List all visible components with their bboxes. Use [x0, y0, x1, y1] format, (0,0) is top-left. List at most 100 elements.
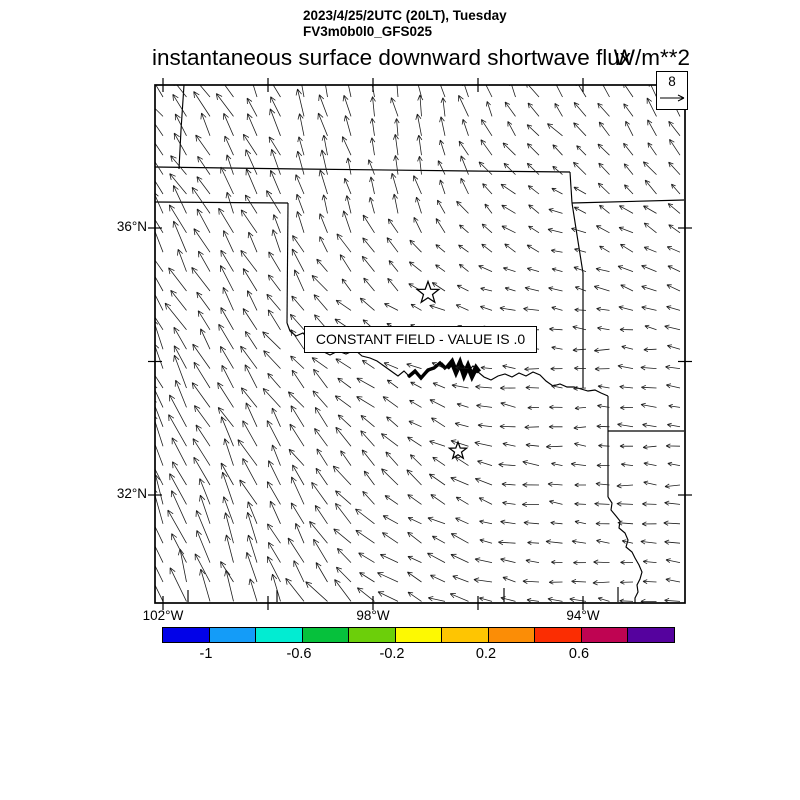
lake-outline	[406, 360, 448, 381]
wind-arrow	[551, 187, 563, 195]
wind-arrow	[318, 169, 328, 195]
wind-arrow	[174, 379, 187, 408]
wind-arrow	[617, 364, 634, 370]
wind-arrow	[334, 395, 352, 408]
wind-arrow	[193, 361, 211, 389]
wind-arrow	[667, 203, 681, 214]
wind-arrow	[462, 85, 469, 98]
wind-arrow	[245, 149, 258, 175]
wind-arrow	[501, 225, 516, 234]
wind-arrow	[285, 577, 305, 602]
wind-arrow	[642, 161, 657, 175]
wind-arrow	[356, 587, 375, 602]
wind-arrow	[547, 597, 563, 602]
wind-arrow	[287, 537, 305, 563]
wind-arrow	[458, 140, 469, 156]
wind-arrow	[440, 85, 446, 98]
wind-arrow	[665, 443, 681, 449]
colorbar-segment	[301, 627, 350, 643]
wind-vector-field	[155, 85, 681, 603]
wind-arrow	[507, 121, 516, 136]
wind-arrow	[368, 196, 375, 214]
wind-arrow	[191, 186, 211, 214]
wind-arrow	[369, 176, 375, 195]
wind-arrow	[225, 191, 234, 214]
wind-arrow	[527, 405, 540, 410]
wind-arrow	[396, 85, 399, 98]
wind-arrow	[192, 343, 211, 369]
wind-arrow	[595, 521, 610, 527]
wind-arrow	[439, 179, 446, 195]
wind-arrow	[170, 289, 187, 311]
wind-arrow	[197, 155, 211, 175]
wind-arrow	[647, 119, 657, 136]
wind-arrow	[393, 155, 399, 175]
wind-arrow	[455, 304, 469, 311]
wind-arrow	[252, 85, 258, 98]
wind-arrow	[618, 305, 634, 311]
wind-arrow	[500, 596, 516, 602]
wind-arrow	[593, 285, 610, 292]
wind-arrow	[620, 243, 634, 253]
wind-arrow	[343, 177, 352, 195]
wind-arrow	[647, 142, 657, 156]
wind-arrow	[597, 102, 610, 117]
wind-arrow	[407, 531, 422, 544]
wind-arrow	[450, 439, 469, 447]
wind-arrow	[311, 481, 328, 505]
wind-arrow	[474, 557, 493, 563]
wind-arrow	[155, 138, 164, 156]
wind-arrow	[663, 520, 681, 526]
wind-arrow	[223, 230, 234, 253]
wind-arrow	[319, 236, 328, 253]
wind-arrow	[595, 481, 610, 487]
wind-arrow	[342, 210, 352, 233]
wind-arrow	[664, 539, 681, 545]
wind-arrow	[407, 555, 422, 563]
wind-arrow	[475, 384, 493, 390]
wind-arrow	[409, 454, 422, 466]
wind-arrow	[643, 222, 657, 234]
wind-arrow	[385, 451, 399, 466]
wind-arrow	[361, 359, 375, 369]
wind-arrow	[221, 471, 234, 505]
wind-arrow	[522, 501, 540, 508]
lat-label-36n: 36°N	[116, 219, 147, 234]
wind-arrow	[617, 265, 634, 272]
wind-arrow	[644, 179, 657, 195]
wind-arrow	[551, 461, 563, 467]
wind-arrow	[526, 143, 540, 156]
wind-arrow	[554, 102, 563, 117]
wind-arrow	[473, 577, 493, 583]
wind-arrow	[573, 186, 587, 195]
wind-arrow	[309, 521, 328, 544]
wind-arrow	[407, 571, 422, 583]
wind-arrow	[266, 481, 281, 505]
wind-arrow	[499, 423, 516, 430]
wind-arrow	[407, 436, 422, 447]
wind-arrow	[624, 184, 634, 195]
wind-arrow	[572, 325, 587, 331]
reference-vector-box: 8	[656, 71, 688, 110]
wind-arrow	[242, 458, 258, 486]
wind-arrow	[474, 440, 493, 447]
wind-arrow	[664, 324, 681, 331]
wind-arrow	[271, 229, 281, 253]
wind-arrow	[169, 394, 187, 427]
wind-arrow	[177, 548, 187, 583]
wind-arrow	[242, 420, 258, 447]
wind-arrow	[498, 539, 516, 546]
wind-arrow	[359, 572, 375, 583]
wind-arrow	[573, 122, 587, 137]
wind-arrow	[335, 490, 352, 505]
wind-arrow	[599, 204, 610, 214]
wind-arrow	[172, 93, 187, 117]
wind-arrow	[450, 476, 469, 486]
wind-arrow	[427, 596, 446, 602]
wind-arrow	[384, 495, 399, 505]
wind-arrow	[297, 113, 305, 136]
wind-arrow	[642, 501, 657, 507]
wind-arrow	[617, 422, 634, 428]
wind-arrow	[481, 243, 493, 253]
wind-arrow	[597, 182, 610, 195]
